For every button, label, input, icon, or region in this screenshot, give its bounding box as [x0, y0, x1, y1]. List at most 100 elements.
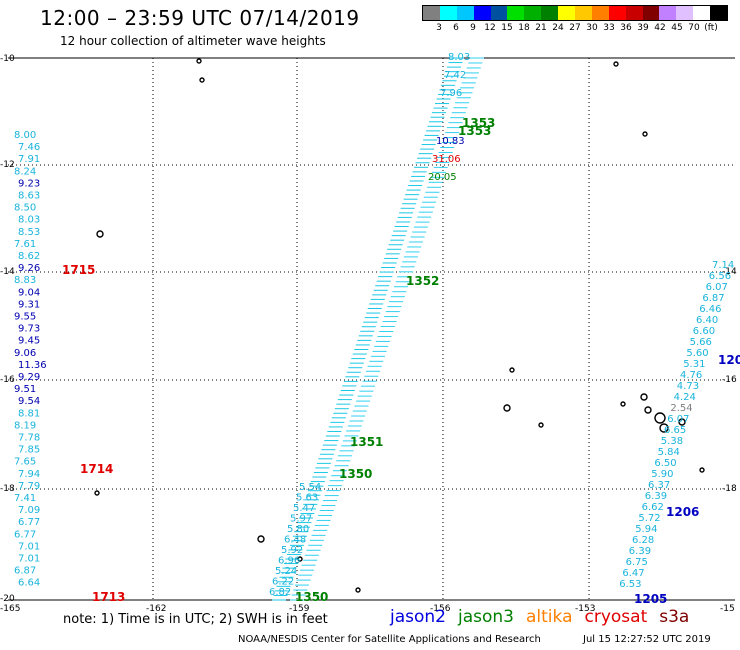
- swh-value: 8.00: [14, 130, 36, 141]
- latitude-label: -18: [0, 484, 15, 494]
- legend-item: s3a: [659, 607, 690, 627]
- color-scale-label: 39: [637, 23, 649, 33]
- longitude-label: -15: [720, 604, 735, 614]
- latitude-label: -20: [0, 594, 15, 604]
- map-title: 12:00 – 23:59 UTC 07/14/2019: [40, 6, 360, 30]
- satellite-legend: jason2 jason3 altika cryosat s3a: [390, 607, 701, 627]
- swh-value: 9.31: [18, 299, 40, 310]
- map-frame: [8, 57, 735, 601]
- island: [538, 422, 544, 428]
- color-swatch: [490, 6, 508, 20]
- color-swatch: [642, 6, 660, 20]
- track-time-label: 1351: [350, 435, 383, 449]
- track-time-label: 1205: [634, 592, 667, 606]
- swh-value: 9.23: [18, 178, 40, 189]
- swh-value: 4.76: [680, 370, 702, 381]
- latitude-label-right: -18: [722, 484, 737, 494]
- track-time-label: 120: [718, 353, 740, 367]
- swh-value: 5.31: [683, 359, 705, 370]
- swh-value: 6.39: [629, 546, 651, 557]
- swh-value: 6.07: [667, 414, 689, 425]
- longitude-label: -165: [0, 604, 20, 614]
- swh-value: 7.79: [18, 481, 40, 492]
- swh-value: 6.87: [702, 293, 724, 304]
- track-time-label: 1206: [666, 505, 699, 519]
- swh-value: 5.94: [635, 524, 657, 535]
- swh-value: 31.06: [432, 154, 461, 165]
- wave-height-values: 8.007.467.918.249.238.638.508.038.537.61…: [14, 52, 734, 598]
- longitude-label: -162: [146, 604, 166, 614]
- legend-item: jason2: [390, 607, 446, 627]
- swh-value: 8.83: [14, 275, 36, 286]
- swh-value: 20.05: [428, 172, 457, 183]
- swh-value: 5.38: [661, 436, 683, 447]
- swh-value: 7.01: [18, 554, 40, 565]
- swh-value: 6.48: [284, 535, 306, 546]
- color-scale-label: 6: [453, 23, 459, 33]
- swh-value: 8.03: [18, 215, 40, 226]
- island: [659, 423, 669, 433]
- color-swatch: [423, 6, 440, 20]
- swh-value: 6.53: [619, 579, 641, 590]
- color-swatch: [439, 6, 457, 20]
- island: [503, 404, 511, 412]
- color-scale-swatches: [422, 5, 728, 21]
- track-time-labels: 1353135313521351135013501715171417131206…: [62, 116, 740, 606]
- map-graticule: [8, 58, 735, 600]
- color-scale-label: 21: [535, 23, 547, 33]
- color-scale-label: 33: [603, 23, 615, 33]
- swh-value: 9.26: [18, 263, 40, 274]
- color-swatch: [659, 6, 677, 20]
- latitude-label: -12: [0, 160, 15, 170]
- swh-value: 5.92: [281, 545, 303, 556]
- credit-line: NOAA/NESDIS Center for Satellite Applica…: [238, 634, 541, 645]
- swh-value: 6.22: [272, 577, 294, 588]
- color-scale-label: 70: [688, 23, 700, 33]
- color-scale-label: 18: [518, 23, 530, 33]
- track-time-label: 1713: [92, 590, 125, 604]
- color-swatch: [693, 6, 711, 20]
- track-time-label: 1715: [62, 263, 95, 277]
- swh-value: 7.96: [440, 88, 462, 99]
- swh-value: 6.56: [709, 271, 731, 282]
- color-scale-label: (ft): [704, 23, 718, 33]
- swh-value: 9.51: [14, 384, 36, 395]
- track-time-label: 1352: [406, 274, 439, 288]
- longitude-label: -153: [575, 604, 595, 614]
- swh-value: 9.73: [18, 324, 40, 335]
- generation-timestamp: Jul 15 12:27:52 UTC 2019: [583, 634, 711, 645]
- color-scale-label: 3: [436, 23, 442, 33]
- swh-value: 5.63: [296, 493, 318, 504]
- swh-value: 6.77: [18, 517, 40, 528]
- swh-value: 6.37: [648, 480, 670, 491]
- island: [94, 490, 100, 496]
- swh-value: 9.04: [18, 287, 40, 298]
- swh-value: 9.06: [14, 348, 36, 359]
- island: [699, 467, 705, 473]
- swh-value: 5.47: [293, 503, 315, 514]
- swh-value: 6.47: [622, 568, 644, 579]
- island: [654, 412, 666, 424]
- swh-value: 5.60: [686, 348, 708, 359]
- swh-value: 5.66: [690, 337, 712, 348]
- latitude-label-right: -14: [722, 267, 737, 277]
- swh-value: 10.83: [436, 136, 465, 147]
- swh-value: 5.80: [287, 524, 309, 535]
- swh-value: 6.28: [632, 535, 654, 546]
- color-scale-label: 27: [569, 23, 581, 33]
- island: [196, 58, 202, 64]
- swh-value: 9.29: [18, 372, 40, 383]
- swh-value: 6.50: [654, 458, 676, 469]
- axis-tick-labels: -165 -162 -159 -156 -153 -15 -10 -12 -14 -16 -18 -2…: [0, 54, 737, 614]
- track-time-label: 1714: [80, 462, 113, 476]
- color-swatch: [591, 6, 609, 20]
- swh-value: 6.46: [699, 304, 721, 315]
- swh-value: 7.09: [18, 505, 40, 516]
- island: [199, 77, 205, 83]
- swh-value: 9.55: [14, 312, 36, 323]
- island: [678, 418, 686, 426]
- swh-value: 5.90: [651, 469, 673, 480]
- color-scale-label: 30: [586, 23, 598, 33]
- color-swatch: [625, 6, 643, 20]
- swh-value: 8.03: [448, 52, 470, 63]
